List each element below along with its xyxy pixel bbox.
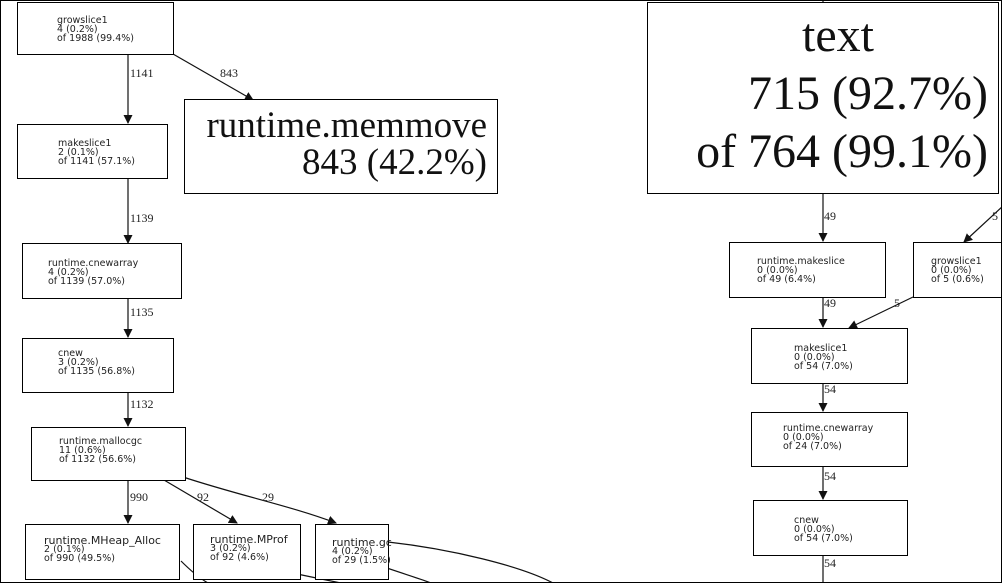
node-flat: 843 (42.2%) bbox=[302, 142, 487, 183]
node-name: growslice1 bbox=[931, 256, 982, 267]
edge-growslice1-memmove bbox=[172, 53, 254, 101]
node-cum: of 24 (7.0%) bbox=[783, 441, 842, 452]
node-cnew[interactable]: cnew 3 (0.2%) of 1135 (56.8%) bbox=[22, 338, 174, 393]
node-makeslice1[interactable]: makeslice1 2 (0.1%) of 1141 (57.1%) bbox=[17, 124, 168, 179]
node-flat: 2 (0.1%) bbox=[58, 147, 99, 158]
node-runtime-makeslice[interactable]: runtime.makeslice 0 (0.0%) of 49 (6.4%) bbox=[729, 242, 886, 298]
node-runtime-cnewarray-right[interactable]: runtime.cnewarray 0 (0.0%) of 24 (7.0%) bbox=[751, 412, 908, 467]
node-name: cnew bbox=[58, 348, 83, 359]
node-name: growslice1 bbox=[57, 15, 108, 26]
node-runtime-memmove[interactable]: runtime.memmove 843 (42.2%) bbox=[184, 99, 498, 194]
node-growslice1-right[interactable]: growslice1 0 (0.0%) of 5 (0.6%) bbox=[913, 242, 1001, 298]
node-name: runtime.gc bbox=[332, 536, 392, 549]
edge-label-growslice1-makeslice1: 5 bbox=[894, 296, 900, 310]
node-growslice1[interactable]: growslice1 4 (0.2%) of 1988 (99.4%) bbox=[17, 2, 174, 55]
node-flat: 0 (0.0%) bbox=[794, 352, 835, 363]
node-flat: 0 (0.0%) bbox=[931, 265, 972, 276]
node-cnew-right[interactable]: cnew 0 (0.0%) of 54 (7.0%) bbox=[753, 500, 908, 556]
edge-mallocgc-mprof bbox=[163, 479, 238, 524]
node-cum: of 92 (4.6%) bbox=[210, 552, 269, 563]
edge-label-makeslice-makeslice1: 49 bbox=[824, 296, 836, 310]
node-cum: of 764 (99.1%) bbox=[696, 125, 988, 178]
node-flat: 4 (0.2%) bbox=[332, 546, 373, 557]
node-makeslice1-right[interactable]: makeslice1 0 (0.0%) of 54 (7.0%) bbox=[751, 328, 908, 384]
node-name: makeslice1 bbox=[794, 343, 848, 354]
edge-label-makeslice1-cnewarray: 1139 bbox=[130, 211, 154, 225]
node-name: runtime.MProf bbox=[210, 533, 288, 546]
edge-label-text-makeslice: 49 bbox=[824, 209, 836, 223]
edge-mallocgc-gc bbox=[182, 476, 337, 525]
node-runtime-gc[interactable]: runtime.gc 4 (0.2%) of 29 (1.5%) bbox=[315, 524, 392, 580]
edge-label-cnew-below: 54 bbox=[824, 556, 836, 570]
node-flat: 0 (0.0%) bbox=[794, 524, 835, 535]
node-runtime-mprof[interactable]: runtime.MProf 3 (0.2%) of 92 (4.6%) bbox=[193, 524, 301, 580]
node-flat: 2 (0.1%) bbox=[44, 544, 85, 555]
node-cum: of 5 (0.6%) bbox=[931, 274, 984, 285]
node-name: makeslice1 bbox=[58, 138, 112, 149]
node-name: runtime.mallocgc bbox=[59, 436, 143, 447]
edge-label-cnewarray-cnew: 1135 bbox=[130, 305, 154, 319]
node-cum: of 1139 (57.0%) bbox=[48, 276, 125, 287]
node-cum: of 1141 (57.1%) bbox=[58, 156, 135, 167]
node-flat: 715 (92.7%) bbox=[748, 67, 988, 120]
node-name: runtime.MHeap_Alloc bbox=[44, 534, 161, 547]
edge-label-mallocgc-mheap-alloc: 990 bbox=[130, 490, 148, 504]
node-cum: of 1135 (56.8%) bbox=[58, 366, 135, 377]
edge-tail bbox=[387, 541, 553, 582]
node-flat: 0 (0.0%) bbox=[757, 265, 798, 276]
edge-label-growslice1-memmove: 843 bbox=[220, 66, 238, 80]
node-name: cnew bbox=[794, 515, 819, 526]
node-name: runtime.memmove bbox=[206, 105, 487, 146]
edge-label-mallocgc-mprof: 92 bbox=[197, 490, 209, 504]
node-cum: of 54 (7.0%) bbox=[794, 361, 853, 372]
node-flat: 3 (0.2%) bbox=[210, 543, 251, 554]
node-cum: of 49 (6.4%) bbox=[757, 274, 816, 285]
node-cum: of 1988 (99.4%) bbox=[57, 33, 134, 44]
edge-label-makeslice1-cnewarray: 54 bbox=[824, 382, 836, 396]
node-text[interactable]: text 715 (92.7%) of 764 (99.1%) bbox=[647, 2, 999, 194]
node-cum: of 54 (7.0%) bbox=[794, 533, 853, 544]
node-cum: of 29 (1.5%) bbox=[332, 555, 391, 566]
node-runtime-cnewarray[interactable]: runtime.cnewarray 4 (0.2%) of 1139 (57.0… bbox=[22, 243, 182, 299]
edge-label-cnew-mallocgc: 1132 bbox=[130, 397, 154, 411]
edge-growslice1-makeslice1-right bbox=[848, 296, 914, 329]
node-flat: 4 (0.2%) bbox=[48, 267, 89, 278]
node-cum: of 990 (49.5%) bbox=[44, 553, 115, 564]
node-cum: of 1132 (56.6%) bbox=[59, 454, 136, 465]
node-flat: 0 (0.0%) bbox=[783, 432, 824, 443]
edge-label-text-growslice1: 5 bbox=[992, 209, 998, 223]
edge-label-cnewarray-cnew: 54 bbox=[824, 469, 836, 483]
edge-label-growslice1-makeslice1: 1141 bbox=[130, 66, 154, 80]
edge-text-growslice1 bbox=[963, 207, 1001, 243]
node-name: runtime.makeslice bbox=[757, 256, 845, 267]
node-flat: 11 (0.6%) bbox=[59, 445, 106, 456]
node-runtime-mheap-alloc[interactable]: runtime.MHeap_Alloc 2 (0.1%) of 990 (49.… bbox=[25, 524, 180, 580]
node-flat: 4 (0.2%) bbox=[57, 24, 98, 35]
node-flat: 3 (0.2%) bbox=[58, 357, 99, 368]
node-name: text bbox=[802, 9, 874, 62]
edge-label-mallocgc-gc: 29 bbox=[262, 490, 274, 504]
node-runtime-mallocgc[interactable]: runtime.mallocgc 11 (0.6%) of 1132 (56.6… bbox=[31, 427, 186, 481]
node-name: runtime.cnewarray bbox=[48, 258, 139, 269]
node-name: runtime.cnewarray bbox=[783, 423, 874, 434]
